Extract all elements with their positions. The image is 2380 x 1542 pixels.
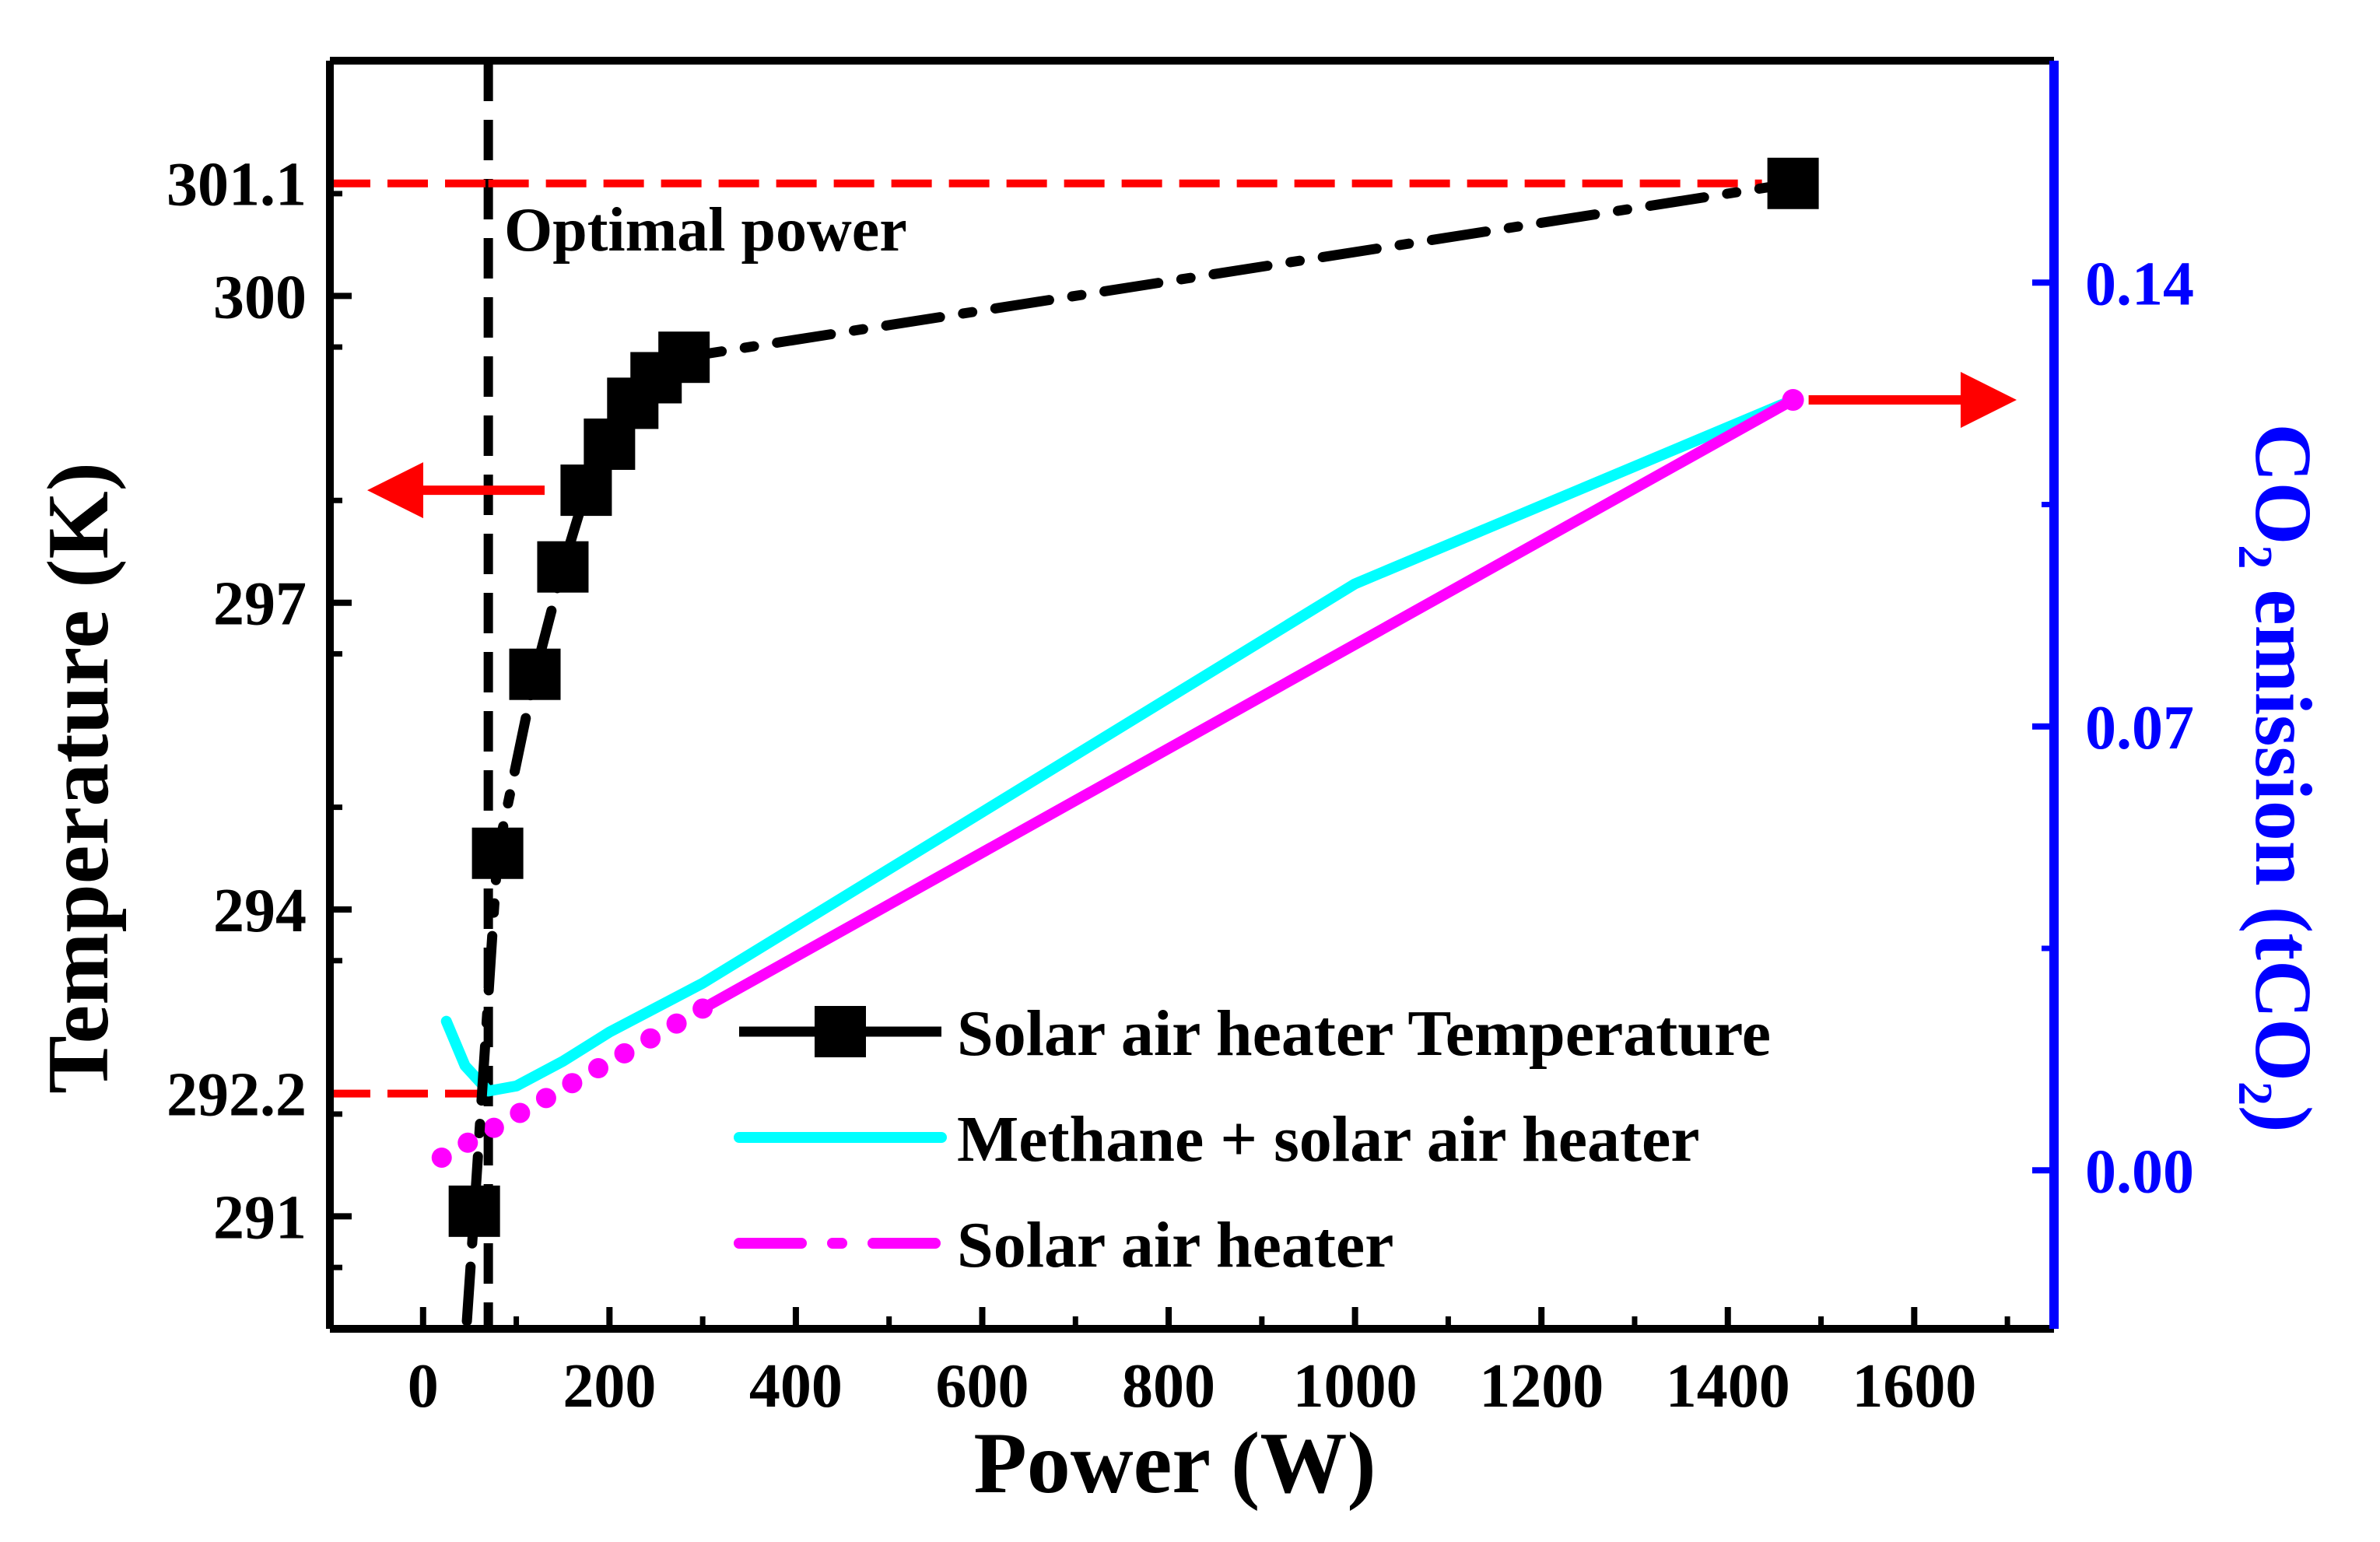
series-solar-point [483,1117,504,1138]
x-tick-label: 1000 [1293,1352,1418,1421]
series-temperature-marker [658,331,710,384]
axis-ticks: 0 200 400 600 800 1000 1200 1400 1600 291 294 297 30… [166,151,2194,1421]
x-tick-label: 1600 [1852,1352,1976,1421]
series-temperature-marker [560,464,612,517]
x-tick-label: 600 [935,1352,1029,1421]
x-tick-label: 200 [563,1352,656,1421]
x-tick-label: 0 [408,1352,439,1421]
y-left-tick-label: 297 [213,570,307,639]
plot-area [330,61,1819,1329]
series-temperature-marker [471,827,524,879]
legend-label: Methane + solar air heater [957,1103,1700,1176]
series-temperature-marker [448,1185,500,1237]
y-right-tick-label: 0.00 [2085,1137,2194,1206]
y-axis-right-label-middle: emission (tCO [2238,569,2328,1081]
y-left-tick-label: 300 [213,263,307,331]
y-left-reference-label: 292.2 [166,1061,307,1130]
y-axis-right-label-prefix: CO [2238,423,2328,545]
optimal-power-annotation: Optimal power [504,196,907,265]
y-left-reference-label: 301.1 [166,151,307,219]
y-right-tick-label: 0.07 [2085,694,2194,762]
y-left-tick-label: 291 [213,1183,307,1252]
series-solar-point [666,1013,687,1034]
series-solar-point [587,1058,608,1079]
series-solar-point [457,1132,478,1153]
x-tick-label: 1200 [1479,1352,1604,1421]
y-axis-right-label: CO2 emission (tCO2) [2228,423,2328,1132]
series-temperature-line [461,178,1799,1326]
y-axis-left-label: Temperature (K) [30,462,127,1094]
x-tick-label: 400 [749,1352,843,1421]
series-solar-point [562,1073,583,1094]
x-axis-label: Power (W) [973,1415,1376,1512]
legend-label: Solar air heater [957,1209,1393,1281]
legend-label: Solar air heater Temperature [957,997,1771,1070]
legend-temperature-marker [815,1006,866,1057]
series-temperature-marker [1767,157,1819,209]
x-tick-label: 800 [1122,1352,1215,1421]
y-axis-right-label-sub2: 2 [2228,1081,2281,1106]
series-solar-point [510,1102,531,1123]
y-left-tick-label: 294 [213,877,307,945]
series-solar-point [535,1088,556,1109]
series-solar-point [614,1043,635,1064]
y-axis-right-label-suffix: ) [2238,1106,2328,1133]
series-methane-line [440,394,1799,1097]
annotations: Optimal power [367,196,2017,519]
legend: Solar air heater Temperature Methane + so… [734,997,1771,1281]
axes-frame [326,57,2059,1333]
y-right-tick-label: 0.14 [2085,250,2194,318]
series-solar-point [431,1147,452,1168]
series-solar-end-point [1782,389,1804,412]
axis-labels: Power (W) Temperature (K) CO2 emission (… [30,423,2328,1512]
y-axis-right-label-sub: 2 [2228,545,2281,569]
series-solar-point [640,1028,661,1049]
series-temperature-marker [509,648,561,700]
series-solar-line [697,394,1799,1015]
series-temperature-marker [537,541,589,593]
x-tick-label: 1400 [1666,1352,1790,1421]
